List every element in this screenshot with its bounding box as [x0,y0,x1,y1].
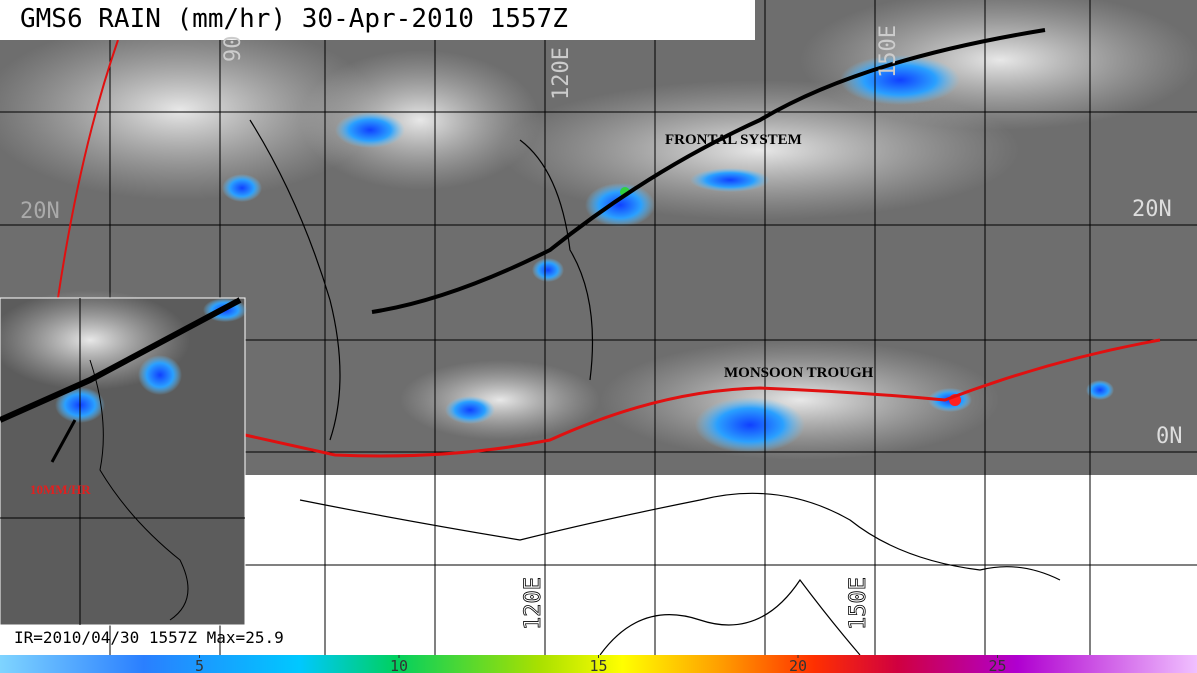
frontal-line [371,28,1046,314]
inset: 10MM/HR [0,290,247,626]
red-line [57,39,119,299]
title-box [0,0,755,40]
title: GMS6 RAIN (mm/hr) 30-Apr-2010 1557Z [20,4,568,34]
colorbar-tick-label: 10 [390,657,408,673]
colorbar [0,655,1197,673]
colorbar-tick-label: 15 [589,657,607,673]
grid-label: 0N [1156,424,1183,449]
grid-label: 90 [221,36,246,63]
grid-label: 120E [521,577,546,630]
annotation: FRONTAL SYSTEM [665,132,802,148]
grid-label: 20N [20,199,60,224]
annotation: MONSOON TROUGH [724,365,874,381]
colorbar-tick-label: 25 [988,657,1006,673]
monsoon-trough-line [244,338,1161,458]
rain-cells [222,55,1114,453]
footer: IR=2010/04/30 1557Z Max=25.9 [14,628,284,647]
inset-annotation: 10MM/HR [30,482,91,497]
colorbar-tick-label: 20 [789,657,807,673]
grid-label: 150E [846,577,871,630]
colorbar-tick-label: 5 [195,657,204,673]
grid-label: 150E [876,25,901,78]
colorbar-ticks: 5 10 15 20 25 [195,655,1007,673]
grid-label: 20N [1132,197,1172,222]
grid-label: 120E [549,47,574,100]
grid-labels: 20N 20N 0N 120E 150E 150E 120E 90 [20,25,1183,630]
coastlines [249,119,1061,656]
